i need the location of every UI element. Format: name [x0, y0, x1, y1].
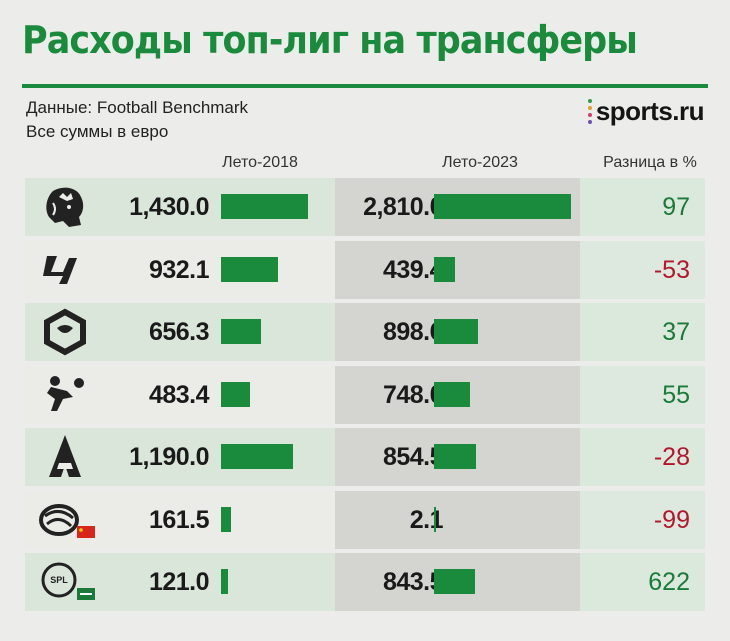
value-2023: 2.1: [409, 505, 444, 534]
bar-2018: [221, 506, 231, 532]
bar-2023: [434, 506, 436, 532]
bar-2018: [221, 569, 229, 594]
value-2023: 854.5: [382, 443, 444, 471]
spl-logo-label: SPL: [50, 575, 68, 585]
table-row: SPL 121.0 843.5 622: [25, 553, 705, 611]
diff-percent: -53: [653, 255, 690, 284]
bar-2023: [434, 194, 571, 219]
table-row: 483.4 748.0 55: [25, 365, 705, 424]
column-header-2018: Лето-2018: [222, 154, 298, 171]
row-band: [580, 240, 705, 299]
table-row: 1,430.0 2,810.0 97: [25, 178, 705, 236]
row-band: [580, 490, 705, 549]
source-note: Данные: Football Benchmark: [26, 98, 249, 117]
bar-2023: [434, 256, 456, 282]
row-band: [25, 553, 335, 611]
serie-a-icon: [49, 435, 81, 477]
row-band: [335, 490, 580, 549]
currency-note: Все суммы в евро: [26, 122, 169, 141]
row-band: [335, 240, 580, 299]
chart-title: Расходы топ-лиг на трансферы: [22, 18, 638, 62]
value-2018: 483.4: [148, 380, 210, 409]
value-2018: 121.0: [148, 568, 210, 596]
value-2018: 1,430.0: [129, 193, 209, 221]
bar-2023: [434, 319, 478, 344]
diff-percent: -28: [653, 443, 690, 471]
brand-dots-icon: [587, 99, 592, 124]
bar-2018: [221, 381, 251, 407]
row-band: [580, 178, 705, 236]
table-row: 1,190.0 854.5 -28: [25, 428, 705, 486]
value-2018: 656.3: [148, 318, 210, 346]
table-row: 161.5 2.1 -99: [25, 490, 705, 549]
value-2023: 898.6: [382, 318, 444, 346]
premier-league-lion-icon: [45, 186, 85, 228]
row-band: [580, 553, 705, 611]
bar-2023: [434, 569, 476, 594]
diff-percent: -99: [653, 505, 690, 534]
bar-2018: [221, 256, 278, 282]
diff-percent: 37: [662, 318, 690, 346]
brand-logo: sports.ru: [587, 96, 705, 127]
value-2018: 1,190.0: [129, 443, 209, 471]
column-header-2023: Лето-2023: [442, 154, 518, 171]
bundesliga-player-icon: [47, 375, 84, 411]
value-2018: 932.1: [148, 255, 210, 284]
row-band: [580, 303, 705, 361]
diff-percent: 97: [662, 193, 690, 221]
column-header-diff: Разница в %: [603, 154, 697, 171]
diff-percent: 55: [662, 380, 690, 409]
table-row: 656.3 898.6 37: [25, 303, 705, 361]
value-2023: 439.4: [382, 255, 444, 284]
value-2023: 748.0: [382, 380, 444, 409]
bar-2018: [221, 319, 261, 344]
bar-2023: [434, 381, 471, 407]
value-2018: 161.5: [148, 505, 210, 534]
row-band: [580, 428, 705, 486]
row-band: [25, 365, 335, 424]
laliga-icon: [43, 255, 77, 284]
row-band: [580, 365, 705, 424]
chinese-super-league-icon: [39, 503, 97, 540]
value-2023: 2,810.0: [363, 193, 443, 221]
bar-2023: [434, 444, 476, 469]
brand-name: sports.ru: [595, 96, 705, 126]
row-band: [25, 303, 335, 361]
saudi-pro-league-icon: SPL: [41, 562, 97, 602]
title-underline: [22, 84, 708, 88]
ligue1-icon: [33, 308, 97, 356]
row-band: [25, 240, 335, 299]
bar-2018: [221, 444, 294, 469]
bar-2018: [221, 194, 308, 219]
diff-percent: 622: [648, 568, 690, 596]
value-2023: 843.5: [382, 568, 444, 596]
table-row: 932.1 439.4 -53: [25, 240, 705, 299]
